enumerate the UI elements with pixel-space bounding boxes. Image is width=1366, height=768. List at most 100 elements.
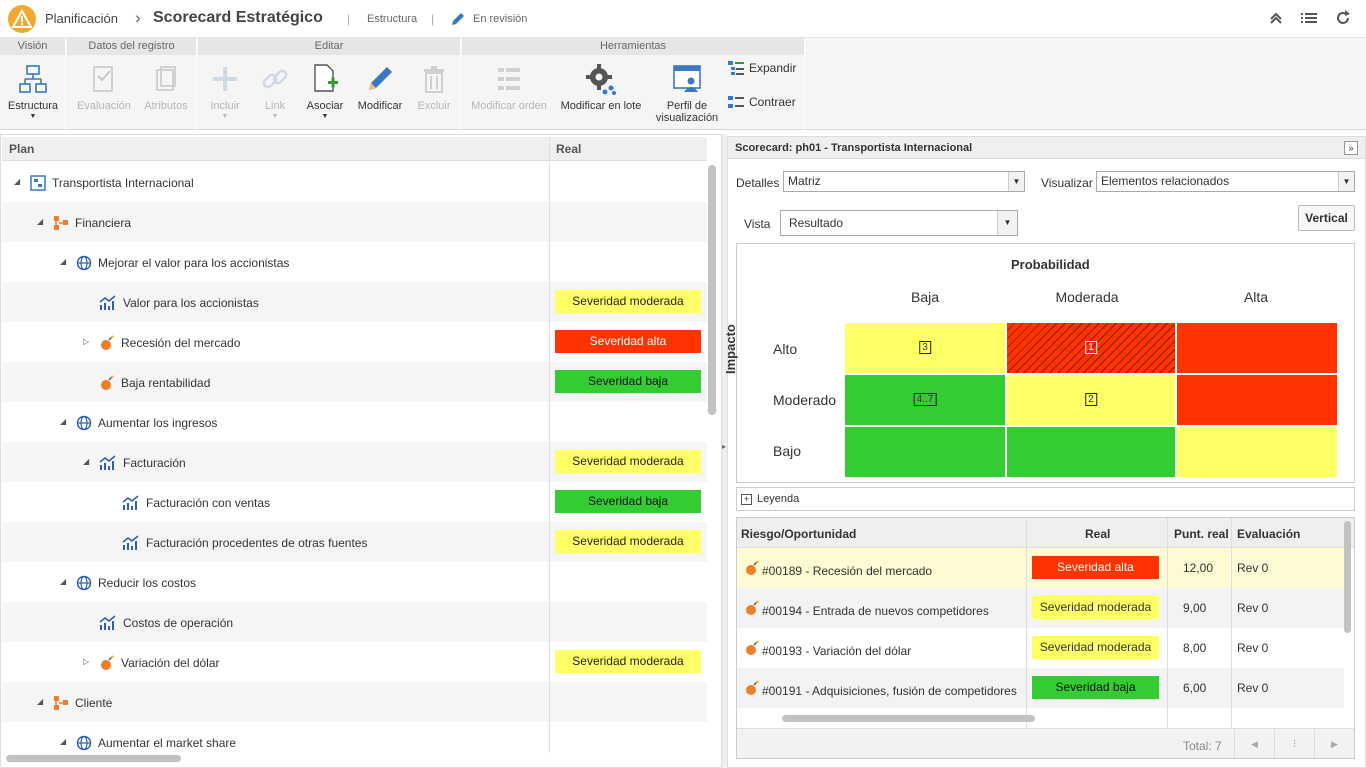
refresh-icon[interactable] <box>1334 9 1352 30</box>
tree-row[interactable]: ◢ Reducir los costos <box>2 562 707 602</box>
tree-node[interactable]: Facturación procedentes de otras fuentes <box>122 535 367 551</box>
matrix-cell-bajo-moderada[interactable] <box>1007 427 1175 477</box>
tree-node[interactable]: Financiera <box>53 215 131 231</box>
matrix-cell-moderado-alta[interactable] <box>1177 375 1337 425</box>
column-real[interactable]: Real <box>556 142 582 156</box>
tree-node[interactable]: Mejorar el valor para los accionistas <box>76 255 289 271</box>
col-riesgo[interactable]: Riesgo/Oportunidad <box>741 527 857 541</box>
tree-node[interactable]: Recesión del mercado <box>99 335 240 351</box>
detalles-select[interactable]: Matriz ▼ <box>783 171 1025 192</box>
breadcrumb-estructura[interactable]: Estructura <box>367 13 418 25</box>
list-icon[interactable] <box>1300 10 1318 29</box>
tree-row[interactable]: ◢ Aumentar el market share <box>2 722 707 753</box>
link-button[interactable]: Link ▼ <box>252 58 298 120</box>
matrix-cell-bajo-baja[interactable] <box>845 427 1005 477</box>
vista-select[interactable]: Resultado ▼ <box>780 210 1018 236</box>
tree-row[interactable]: ▷ Recesión del mercado Severidad alta <box>2 322 707 362</box>
tree-row[interactable]: Facturación procedentes de otras fuentes… <box>2 522 707 562</box>
table-vertical-scrollbar[interactable] <box>1344 521 1351 633</box>
collapse-panel-icon[interactable]: » <box>1344 141 1358 155</box>
tree-row[interactable]: Valor para los accionistas Severidad mode… <box>2 282 707 322</box>
risk-name[interactable]: #00189 - Recesión del mercado <box>762 564 933 578</box>
tree-node[interactable]: Costos de operación <box>99 615 233 631</box>
column-plan[interactable]: Plan <box>9 142 35 156</box>
matrix-cell-moderado-moderada[interactable]: 2 <box>1007 375 1175 425</box>
risk-table-row[interactable]: #00193 - Variación del dólar Severidad mo… <box>737 628 1344 668</box>
table-horizontal-scrollbar[interactable] <box>782 715 1035 722</box>
col-punt-real[interactable]: Punt. real <box>1174 527 1229 541</box>
tree-node[interactable]: Facturación con ventas <box>122 495 270 511</box>
collapse-up-icon[interactable] <box>1268 10 1284 29</box>
top-bar: Planificación › Scorecard Estratégico | … <box>0 0 1366 38</box>
risk-table-row[interactable]: #00189 - Recesión del mercado Severidad a… <box>737 548 1344 588</box>
col-real[interactable]: Real <box>1085 527 1111 541</box>
collapsed-arrow-icon[interactable]: ▷ <box>83 337 90 346</box>
tree-node[interactable]: Aumentar el market share <box>76 735 236 751</box>
page-number-icon[interactable]: ⁝ <box>1274 729 1314 758</box>
tree-node[interactable]: Aumentar los ingresos <box>76 415 217 431</box>
tree-row[interactable]: Facturación con ventas Severidad baja <box>2 482 707 522</box>
tree-row[interactable]: Costos de operación <box>2 602 707 642</box>
horizontal-scrollbar[interactable] <box>6 755 181 762</box>
matrix-cell-moderado-baja[interactable]: 4..7 <box>845 375 1005 425</box>
evaluacion-button[interactable]: Evaluación <box>74 58 134 112</box>
contraer-button[interactable]: Contraer <box>727 94 796 110</box>
modificar-orden-button[interactable]: Modificar orden <box>468 58 550 112</box>
tree-row[interactable]: Baja rentabilidad Severidad baja <box>2 362 707 402</box>
incluir-button[interactable]: Incluir ▼ <box>202 58 248 120</box>
expanded-arrow-icon[interactable]: ◢ <box>37 697 44 706</box>
modificar-en-lote-button[interactable]: Modificar en lote <box>558 58 644 112</box>
tree-node[interactable]: Cliente <box>53 695 112 711</box>
vertical-button[interactable]: Vertical <box>1298 205 1355 231</box>
atributos-button[interactable]: Atributos <box>140 58 192 112</box>
tree-node[interactable]: Transportista Internacional <box>30 175 194 191</box>
estructura-button[interactable]: Estructura ▼ <box>5 58 61 120</box>
tree-node[interactable]: Valor para los accionistas <box>99 295 259 311</box>
tree-row[interactable]: ◢ Cliente <box>2 682 707 722</box>
collapsed-arrow-icon[interactable]: ▷ <box>83 657 90 666</box>
expand-plus-icon[interactable]: + <box>741 493 752 505</box>
risk-bomb-icon <box>99 335 115 351</box>
plus-icon <box>202 58 248 100</box>
matrix-cell-bajo-alta[interactable] <box>1177 427 1337 477</box>
risk-name[interactable]: #00191 - Adquisiciones, fusión de compet… <box>762 684 1017 698</box>
panel-splitter[interactable]: ▸ <box>722 134 727 768</box>
tree-node[interactable]: Baja rentabilidad <box>99 375 210 391</box>
expanded-arrow-icon[interactable]: ◢ <box>83 457 90 466</box>
expanded-arrow-icon[interactable]: ◢ <box>60 737 67 746</box>
expanded-arrow-icon[interactable]: ◢ <box>60 417 67 426</box>
tree-row[interactable]: ◢ Facturación Severidad moderada <box>2 442 707 482</box>
expanded-arrow-icon[interactable]: ◢ <box>60 577 67 586</box>
tree-node[interactable]: Reducir los costos <box>76 575 196 591</box>
matrix-cell-alto-moderada[interactable]: 1 <box>1007 323 1175 373</box>
modificar-button[interactable]: Modificar <box>354 58 406 112</box>
expanded-arrow-icon[interactable]: ◢ <box>60 257 67 266</box>
next-page-icon[interactable]: ▶ <box>1314 729 1354 758</box>
tree-row[interactable]: ◢ Aumentar los ingresos <box>2 402 707 442</box>
tree-row[interactable]: ◢ Mejorar el valor para los accionistas <box>2 242 707 282</box>
tree-row[interactable]: ◢ Transportista Internacional <box>2 162 707 202</box>
risk-table-row[interactable]: #00191 - Adquisiciones, fusión de compet… <box>737 668 1344 708</box>
matrix-cell-alto-baja[interactable]: 3 <box>845 323 1005 373</box>
perfil-visualizacion-button[interactable]: Perfil de visualización <box>652 58 722 124</box>
tree-row[interactable]: ◢ Financiera <box>2 202 707 242</box>
col-evaluacion[interactable]: Evaluación <box>1237 527 1301 541</box>
risk-name[interactable]: #00194 - Entrada de nuevos competidores <box>762 604 989 618</box>
tree-row[interactable]: ▷ Variación del dólar Severidad moderada <box>2 642 707 682</box>
risk-table-row[interactable]: #00194 - Entrada de nuevos competidores S… <box>737 588 1344 628</box>
excluir-button[interactable]: Excluir <box>411 58 457 112</box>
app-name[interactable]: Planificación <box>45 11 118 26</box>
tree-node[interactable]: Variación del dólar <box>99 655 220 671</box>
tree-node[interactable]: Facturación <box>99 455 186 471</box>
vertical-scrollbar[interactable] <box>708 165 716 415</box>
prev-page-icon[interactable]: ◀ <box>1234 729 1274 758</box>
expanded-arrow-icon[interactable]: ◢ <box>37 217 44 226</box>
asociar-button[interactable]: Asociar ▼ <box>302 58 348 120</box>
legend-toggle[interactable]: + Leyenda <box>736 487 1355 511</box>
expanded-arrow-icon[interactable]: ◢ <box>14 177 21 186</box>
expandir-button[interactable]: Expandir <box>727 60 796 76</box>
visualizar-select[interactable]: Elementos relacionados ▼ <box>1096 171 1355 192</box>
indicator-chart-icon <box>122 535 140 551</box>
risk-name[interactable]: #00193 - Variación del dólar <box>762 644 912 658</box>
matrix-cell-alto-alta[interactable] <box>1177 323 1337 373</box>
